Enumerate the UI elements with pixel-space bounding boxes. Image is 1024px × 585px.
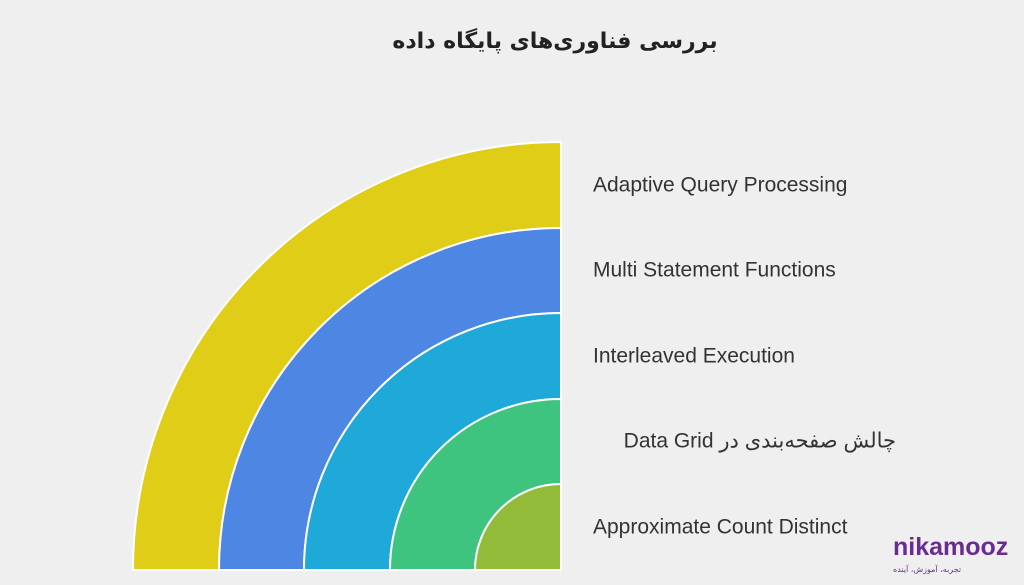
bands [131, 140, 562, 571]
logo-name: nikamooz [893, 533, 1008, 561]
item-label: چالش صفحه‌بندی در Data Grid [624, 430, 896, 454]
item-label: Multi Statement Functions [593, 259, 836, 282]
logo-tagline: تجربه، آموزش، آینده [893, 564, 961, 574]
item-label: Adaptive Query Processing [593, 174, 847, 197]
band [473, 482, 562, 571]
item-label: Approximate Count Distinct [593, 516, 848, 539]
title: بررسی فناوری‌های پایگاه داده [392, 27, 717, 54]
item-label: Interleaved Execution [593, 345, 795, 368]
